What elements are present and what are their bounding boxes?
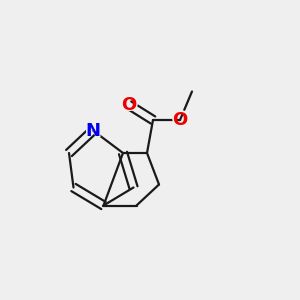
Text: O: O — [170, 110, 190, 130]
Text: O: O — [122, 96, 136, 114]
Text: O: O — [172, 111, 188, 129]
Text: N: N — [85, 122, 100, 140]
Text: O: O — [119, 95, 139, 115]
Text: N: N — [84, 121, 102, 140]
